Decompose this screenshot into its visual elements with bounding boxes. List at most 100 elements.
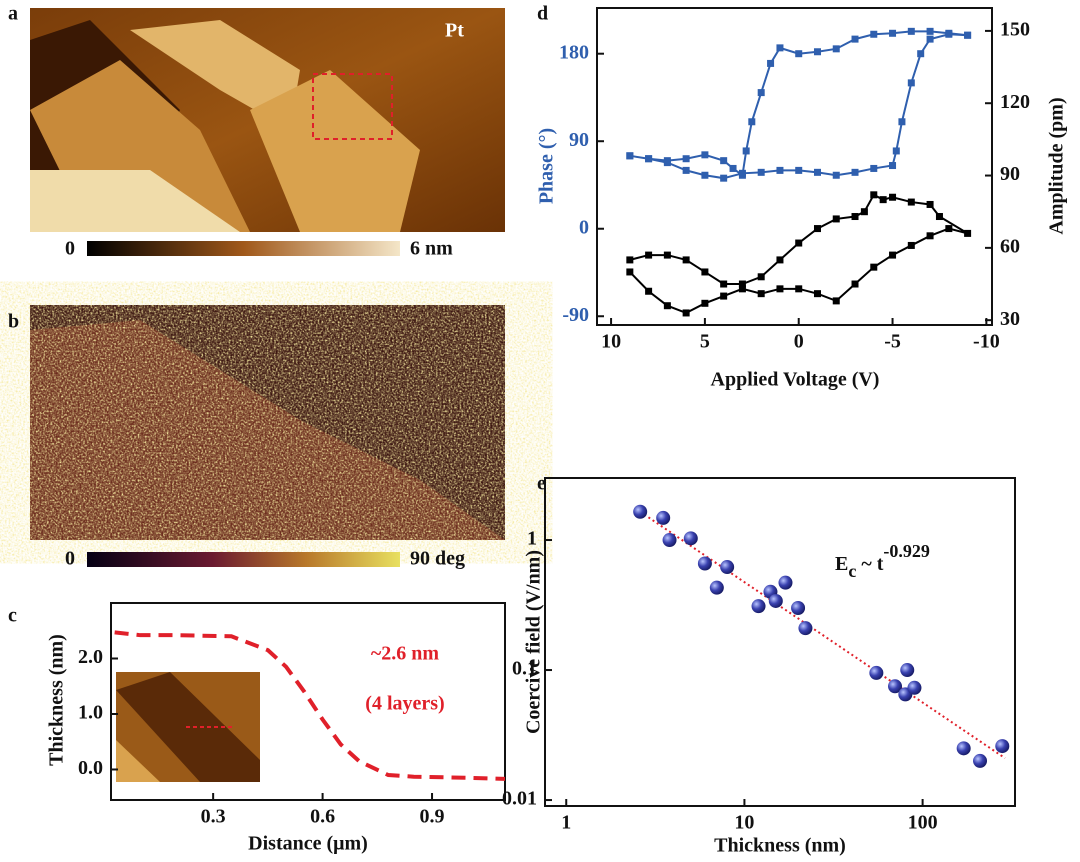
marker [964,229,972,237]
marker [720,174,728,182]
marker [768,593,783,608]
marker [870,191,878,199]
marker [935,213,943,221]
marker [751,599,766,614]
marker [738,285,746,293]
marker [870,164,878,172]
y-tick-label: 0.0 [78,757,103,779]
marker [892,147,900,155]
marker [879,196,887,204]
marker [656,510,671,525]
y2-axis-label: Amplitude (pm) [1046,97,1068,234]
marker [917,50,925,58]
marker [626,256,634,264]
annotation-part: ~ t [856,553,883,575]
marker [645,287,653,295]
marker [757,89,765,97]
marker [813,48,821,56]
y-tick-label: 0.01 [502,788,537,810]
afm-phase-image [30,305,505,540]
marker [767,59,775,67]
y-axis-label: Thickness (nm) [46,634,68,766]
x-tick-label: -5 [884,331,901,353]
marker [832,45,840,53]
marker [832,171,840,179]
marker [888,679,903,694]
marker [697,556,712,571]
marker [870,30,878,38]
marker [748,118,756,126]
image-label: Pt [445,20,464,42]
marker [926,200,934,208]
colorbar [87,552,400,567]
marker [851,280,859,288]
marker [907,680,922,695]
marker [701,171,709,179]
marker [832,297,840,305]
x-tick-label: 100 [908,812,938,834]
marker [795,166,803,174]
y-axis-label: Coercive field (V/nm) [523,550,545,734]
marker [900,663,915,678]
x-tick-label: 5 [700,331,710,353]
marker [720,560,735,575]
x-tick-label: 1 [561,812,571,834]
marker [907,79,915,87]
marker [889,193,897,201]
panel-letter: c [8,605,17,627]
afm-height-image [30,8,505,232]
marker [663,251,671,259]
y-tick-label: 180 [559,41,589,63]
marker [973,753,988,768]
series-line [629,193,969,315]
y2-tick-label: 150 [1000,18,1030,40]
marker [869,665,884,680]
panel-letter: a [8,3,18,25]
marker [813,290,821,298]
marker [626,152,634,160]
y-tick-label: 1.0 [78,702,103,724]
annotation: (4 layers) [365,693,444,715]
marker [633,504,648,519]
x-tick-label: 10 [734,812,754,834]
marker [738,280,746,288]
y-tick-label: -90 [562,304,589,326]
panel-letter: b [8,311,19,333]
y-tick-label: 90 [569,129,589,151]
x-axis-label: Distance (μm) [248,833,368,855]
y-tick-label: 0.1 [512,658,537,680]
panel-letter: e [537,473,546,495]
marker [645,251,653,259]
marker [791,601,806,616]
colorbar-label: 0 [65,238,75,260]
fit-annotation: Ec ~ t-0.929 [835,541,930,581]
x-axis-label: Applied Voltage (V) [711,369,880,391]
marker [720,292,728,300]
marker [945,225,953,233]
y2-tick-label: 30 [1000,308,1020,330]
marker [907,27,915,35]
x-tick-label: -10 [973,331,1000,353]
marker [813,225,821,233]
marker [729,164,737,172]
marker [709,580,724,595]
x-axis-label: Thickness (nm) [714,835,846,857]
marker [907,241,915,249]
marker [956,741,971,756]
x-tick-label: 10 [601,331,621,353]
marker [832,215,840,223]
marker [851,213,859,221]
colorbar-label: 90 deg [410,548,465,570]
marker [757,273,765,281]
marker [663,159,671,167]
marker [907,198,915,206]
colorbar-label: 6 nm [410,238,453,260]
y-tick-label: 2.0 [78,646,103,668]
marker [757,290,765,298]
marker [860,208,868,216]
marker [889,162,897,170]
marker [798,621,813,636]
plot-frame [110,602,506,801]
marker [964,31,972,39]
